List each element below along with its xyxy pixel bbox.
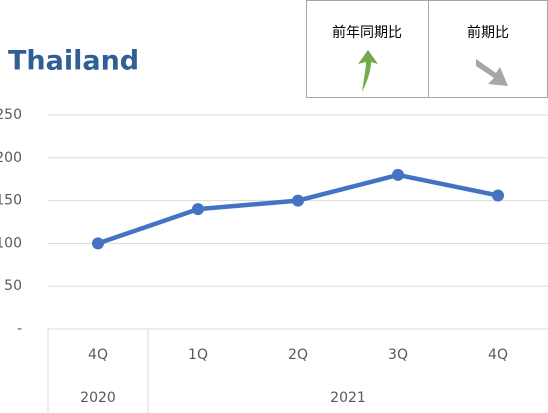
data-point (292, 194, 304, 207)
indicator-label: 前年同期比 (332, 24, 402, 41)
x-group-label: 2020 (80, 390, 116, 406)
indicator-box (306, 0, 548, 98)
indicator-label: 前期比 (467, 24, 509, 41)
y-tick-label: 150 (0, 193, 22, 209)
y-tick-label: 250 (0, 107, 22, 123)
y-tick-label: - (17, 321, 22, 337)
chart-title: Thailand (8, 46, 139, 77)
x-tick-label: 1Q (188, 347, 208, 363)
x-tick-label: 4Q (488, 347, 508, 363)
data-point (92, 237, 104, 250)
x-group-label: 2021 (330, 390, 366, 406)
x-tick-label: 3Q (388, 347, 408, 363)
data-point (492, 189, 504, 202)
data-point (392, 168, 404, 181)
y-tick-label: 200 (0, 150, 22, 166)
up-arrow-icon (358, 50, 378, 92)
x-tick-label: 2Q (288, 347, 308, 363)
x-tick-label: 4Q (88, 347, 108, 363)
down-arrow-icon (476, 59, 508, 86)
data-point (192, 203, 204, 216)
y-tick-label: 100 (0, 235, 22, 251)
y-tick-label: 50 (4, 278, 22, 294)
series-line (97, 172, 499, 246)
